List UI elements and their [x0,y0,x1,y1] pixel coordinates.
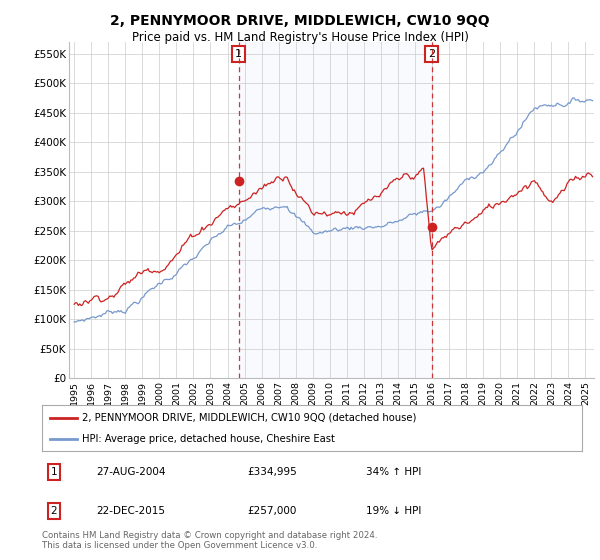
Text: £257,000: £257,000 [247,506,296,516]
Text: 2: 2 [50,506,57,516]
Text: 2, PENNYMOOR DRIVE, MIDDLEWICH, CW10 9QQ: 2, PENNYMOOR DRIVE, MIDDLEWICH, CW10 9QQ [110,14,490,28]
Text: 27-AUG-2004: 27-AUG-2004 [96,467,166,477]
Text: £334,995: £334,995 [247,467,297,477]
Text: 22-DEC-2015: 22-DEC-2015 [96,506,165,516]
Text: HPI: Average price, detached house, Cheshire East: HPI: Average price, detached house, Ches… [83,435,335,444]
Text: 1: 1 [50,467,57,477]
Text: 2: 2 [428,49,435,59]
Text: Contains HM Land Registry data © Crown copyright and database right 2024.
This d: Contains HM Land Registry data © Crown c… [42,531,377,550]
Text: 19% ↓ HPI: 19% ↓ HPI [366,506,421,516]
Text: 1: 1 [235,49,242,59]
Bar [239,42,431,378]
Text: 34% ↑ HPI: 34% ↑ HPI [366,467,421,477]
Text: Price paid vs. HM Land Registry's House Price Index (HPI): Price paid vs. HM Land Registry's House … [131,31,469,44]
Text: 2, PENNYMOOR DRIVE, MIDDLEWICH, CW10 9QQ (detached house): 2, PENNYMOOR DRIVE, MIDDLEWICH, CW10 9QQ… [83,413,417,423]
